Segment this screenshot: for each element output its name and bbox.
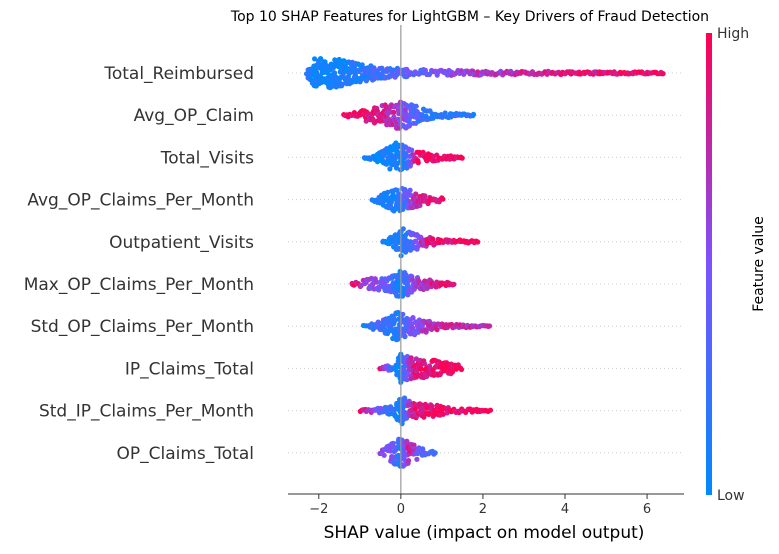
shap-point	[409, 359, 415, 365]
feature-label: Std_IP_Claims_Per_Month	[39, 402, 254, 422]
shap-point	[393, 165, 400, 171]
chart-title: Top 10 SHAP Features for LightGBM – Key …	[230, 9, 709, 25]
shap-point	[421, 414, 427, 420]
shap-point	[391, 194, 397, 200]
shap-point	[402, 334, 408, 340]
shap-point	[459, 155, 465, 161]
shap-point	[429, 403, 435, 409]
shap-point	[385, 189, 391, 195]
x-tick-label: 0	[397, 502, 405, 517]
x-axis-label: SHAP value (impact on model output)	[324, 523, 645, 543]
shap-point	[363, 78, 369, 84]
feature-label: Total_Reimbursed	[103, 64, 254, 84]
shap-point	[317, 56, 324, 62]
shap-point	[310, 79, 316, 85]
shap-point	[410, 315, 416, 321]
shap-point	[403, 154, 409, 160]
shap-point	[413, 191, 419, 197]
shap-point	[401, 367, 407, 373]
shap-point	[414, 456, 420, 462]
shap-point	[660, 71, 666, 77]
shap-point	[400, 311, 406, 317]
shap-point	[369, 321, 375, 327]
shap-point	[391, 109, 397, 115]
feature-label: Std_OP_Claims_Per_Month	[31, 317, 254, 337]
shap-point	[451, 281, 457, 287]
colorbar-label: Feature value	[751, 216, 767, 312]
shap-point	[390, 442, 396, 448]
feature-label: Total_Visits	[160, 148, 254, 168]
feature-label: IP_Claims_Total	[125, 359, 254, 379]
shap-point	[358, 67, 364, 73]
feature-label: Max_OP_Claims_Per_Month	[24, 275, 254, 295]
shap-point	[434, 327, 440, 333]
shap-point	[406, 458, 412, 464]
shap-point	[470, 111, 477, 117]
colorbar	[706, 33, 712, 495]
shap-point	[440, 196, 446, 202]
shap-point	[432, 450, 438, 456]
shap-point	[387, 166, 393, 172]
shap-point	[422, 193, 428, 199]
shap-point	[413, 238, 419, 244]
shap-point	[437, 371, 443, 378]
colorbar-high-label: High	[717, 26, 749, 42]
shap-point	[409, 147, 415, 153]
shap-point	[449, 369, 456, 375]
shap-point	[418, 366, 424, 372]
shap-point	[475, 239, 481, 245]
shap-point	[415, 158, 421, 164]
feature-label: Avg_OP_Claim	[134, 106, 254, 126]
shap-point	[381, 452, 387, 458]
shap-point	[407, 163, 413, 169]
x-axis-ticks: −2 0 2 4 6	[309, 494, 651, 517]
shap-points	[304, 56, 666, 469]
shap-point	[422, 361, 428, 367]
shap-point	[400, 226, 406, 232]
shap-point	[406, 451, 412, 457]
feature-label: Outpatient_Visits	[109, 233, 254, 253]
shap-point	[458, 366, 465, 373]
shap-point	[403, 249, 409, 255]
x-tick-label: −2	[309, 502, 328, 517]
shap-point	[374, 159, 381, 165]
x-tick-label: 4	[561, 502, 569, 517]
shap-point	[486, 323, 493, 329]
shap-point	[409, 325, 416, 331]
shap-point	[394, 310, 400, 316]
shap-point	[312, 56, 318, 62]
shap-point	[332, 70, 338, 76]
shap-point	[422, 67, 428, 73]
shap-point	[444, 72, 451, 78]
shap-point	[395, 452, 401, 458]
shap-point	[407, 187, 413, 193]
shap-point	[395, 336, 401, 342]
shap-point	[487, 407, 494, 413]
shap-point	[375, 319, 381, 325]
feature-label: OP_Claims_Total	[117, 444, 255, 464]
shap-point	[374, 279, 380, 285]
shap-point	[406, 123, 412, 129]
x-tick-label: 6	[643, 502, 651, 517]
shap-point	[430, 236, 436, 242]
shap-point	[391, 318, 398, 324]
feature-label: Avg_OP_Claims_Per_Month	[27, 191, 254, 211]
shap-point	[404, 377, 410, 383]
shap-point	[359, 62, 365, 68]
colorbar-low-label: Low	[717, 488, 745, 504]
shap-point	[413, 103, 419, 109]
x-tick-label: 2	[479, 502, 487, 517]
feature-rows: Total_Reimbursed Avg_OP_Claim Total_Visits…	[24, 64, 684, 464]
shap-point	[339, 83, 345, 89]
